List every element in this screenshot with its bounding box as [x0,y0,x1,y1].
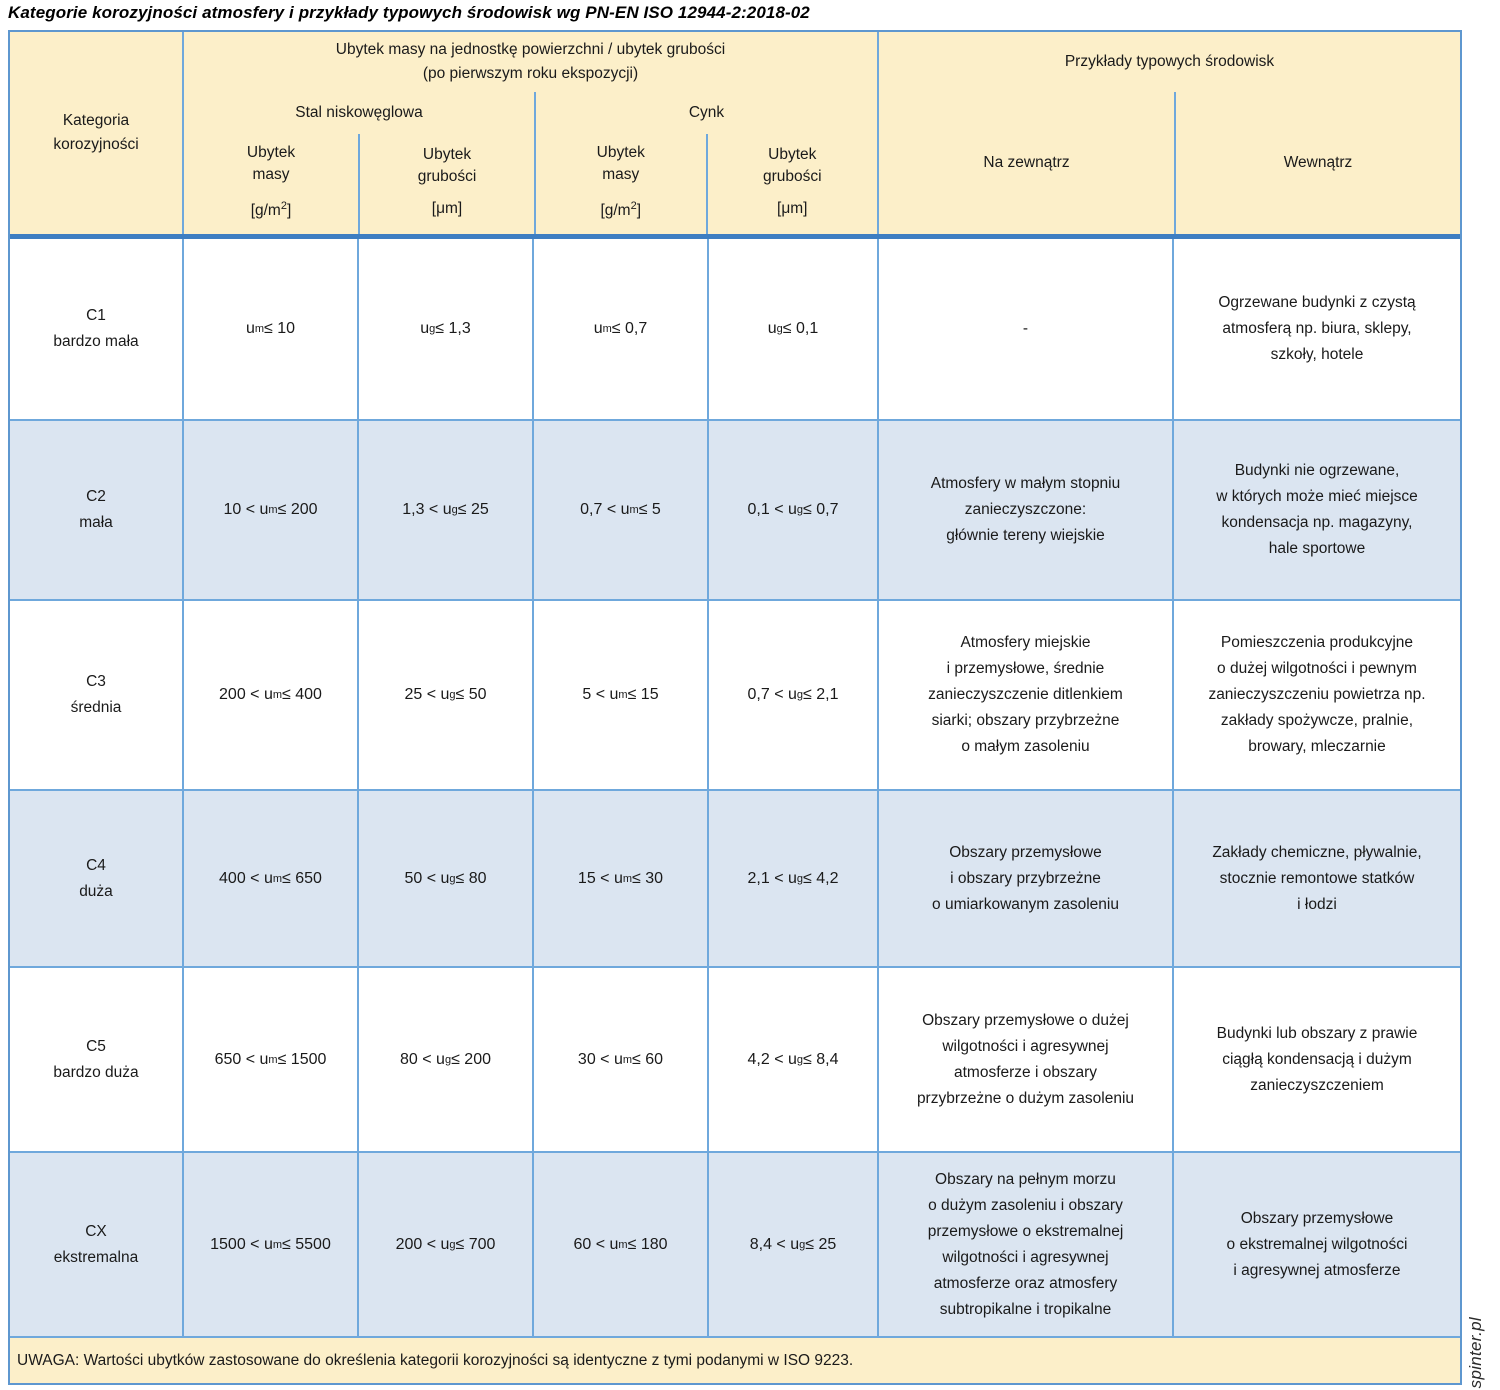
category-cell: C4 duża [79,856,113,900]
header-metal-groups: Stal niskowęglowa Ubytek masy [g/m2] Uby… [184,92,877,234]
header-separator-band [10,234,1460,239]
header-steel-group: Stal niskowęglowa Ubytek masy [g/m2] Uby… [184,92,534,234]
header-steel-mass-unit: [g/m2] [250,199,292,219]
indoor-cell: Ogrzewane budynki z czystą atmosferą np.… [1172,239,1460,419]
header-steel-subcolumns: Ubytek masy [g/m2] Ubytek grubości [μm] [184,134,534,234]
category-cell: C2 mała [79,488,113,531]
header-steel-thickness-unit: [μm] [431,200,463,217]
header-examples-group: Przykłady typowych środowisk Na zewnątrz… [877,32,1460,234]
header-examples-title: Przykłady typowych środowisk [1064,53,1275,70]
header-loss-group-title: Ubytek masy na jednostkę powierzchni / u… [335,41,726,82]
header-zinc-thickness-column: Ubytek grubości [μm] [705,134,878,234]
header-zinc-thickness-unit: [μm] [777,200,808,217]
header-indoor-label: Wewnątrz [1174,92,1460,234]
category-cell: CX ekstremalna [53,1222,139,1266]
indoor-cell: Budynki lub obszary z prawie ciągłą kond… [1172,968,1460,1151]
header-zinc-mass-column: Ubytek masy [g/m2] [536,134,706,234]
header-zinc-thickness-label: Ubytek grubości [762,146,822,185]
outdoor-cell: - [877,239,1172,419]
header-steel-thickness-label: Ubytek grubości [417,146,477,185]
outdoor-cell: Obszary przemysłowe i obszary przybrzeżn… [877,791,1172,966]
header-steel-title: Stal niskowęglowa [295,104,423,121]
header-steel-thickness-column: Ubytek grubości [μm] [358,134,534,234]
header-zinc-title: Cynk [688,104,725,121]
corrosion-categories-table: Kategoria korozyjności Ubytek masy na je… [8,30,1462,1385]
category-cell: C1 bardzo mała [53,307,139,350]
note-row: UWAGA: Wartości ubytków zastosowane do o… [10,1336,1460,1383]
outdoor-cell: Obszary na pełnym morzu o dużym zasoleni… [877,1153,1172,1336]
header-zinc-subcolumns: Ubytek masy [g/m2] Ubytek grubości [μm] [536,134,877,234]
watermark-spinter: spinter.pl [1466,1316,1485,1388]
outdoor-cell: Atmosfery w małym stopniu zanieczyszczon… [877,421,1172,599]
indoor-cell: Pomieszczenia produkcyjne o dużej wilgot… [1172,601,1460,789]
header-category: Kategoria korozyjności [53,112,139,153]
indoor-cell: Obszary przemysłowe o ekstremalnej wilgo… [1172,1153,1460,1336]
header-examples-subcolumns: Na zewnątrz Wewnątrz [879,92,1460,234]
header-zinc-mass-label: Ubytek masy [596,144,645,184]
outdoor-cell: Obszary przemysłowe o dużej wilgotności … [877,968,1172,1151]
indoor-cell: Budynki nie ogrzewane, w których może mi… [1172,421,1460,599]
category-cell: C5 bardzo duża [53,1037,139,1081]
outdoor-cell: Atmosfery miejskie i przemysłowe, średni… [877,601,1172,789]
page-title: Kategorie korozyjności atmosfery i przyk… [8,3,810,22]
header-zinc-mass-unit: [g/m2] [600,199,642,219]
header-loss-group: Ubytek masy na jednostkę powierzchni / u… [182,32,877,234]
indoor-cell: Zakłady chemiczne, pływalnie, stocznie r… [1172,791,1460,966]
header-steel-mass-label: Ubytek masy [246,144,296,184]
table-header: Kategoria korozyjności Ubytek masy na je… [10,32,1460,234]
header-zinc-group: Cynk Ubytek masy [g/m2] Ubytek grubości … [534,92,877,234]
category-cell: C3 średnia [70,673,122,716]
header-steel-mass-column: Ubytek masy [g/m2] [184,134,358,234]
header-outdoor-label: Na zewnątrz [983,154,1070,171]
